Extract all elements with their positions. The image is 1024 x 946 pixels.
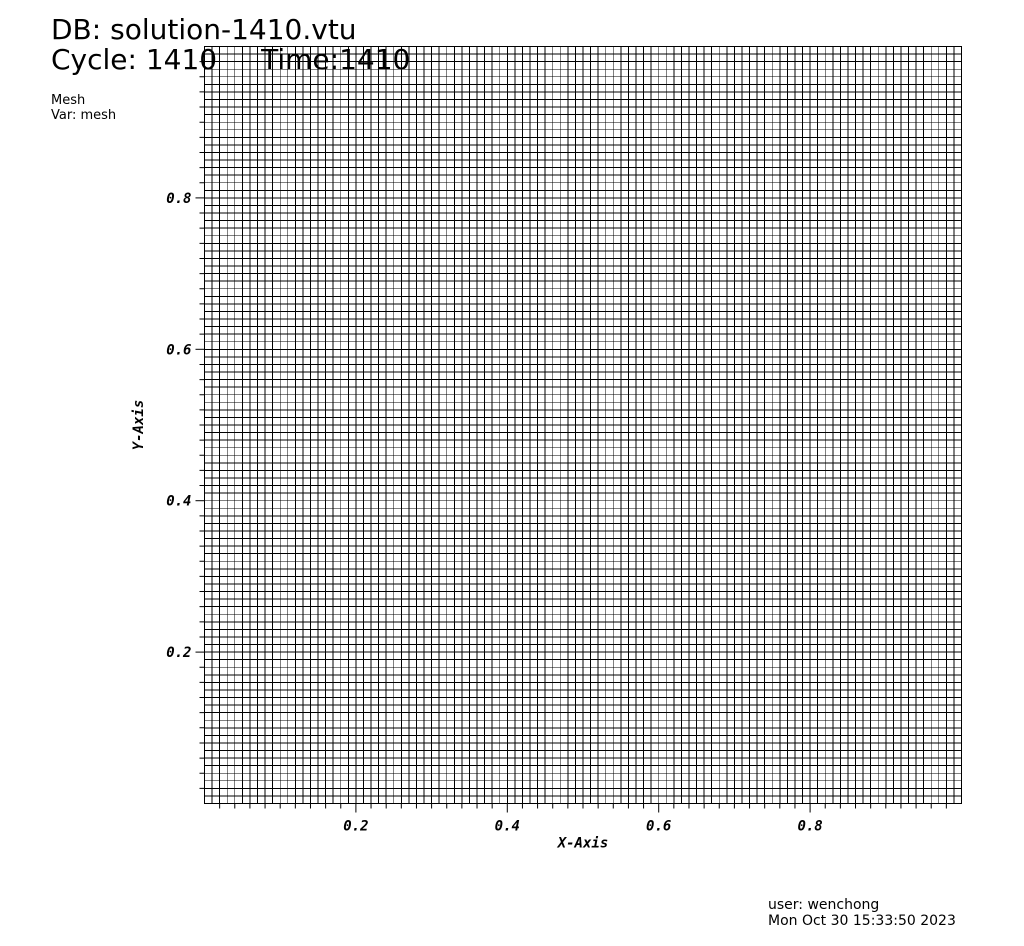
mesh-grid — [204, 46, 962, 804]
y-tick-label: 0.8 — [166, 191, 191, 207]
mesh-lines — [204, 46, 962, 804]
x-axis-label: X-Axis — [557, 836, 609, 852]
x-tick-label: 0.4 — [495, 819, 520, 835]
y-axis-label: Y-Axis — [131, 400, 147, 451]
x-tick-label: 0.6 — [646, 819, 671, 835]
variable-label: Var: mesh — [51, 108, 117, 123]
user-label: user: wenchong — [768, 897, 880, 913]
minor-ticks — [199, 61, 947, 809]
minor-tick-marks — [199, 61, 947, 809]
y-tick-label: 0.6 — [166, 342, 191, 358]
plot-type-label: Mesh — [51, 93, 86, 108]
timestamp-label: Mon Oct 30 15:33:50 2023 — [768, 913, 956, 929]
cycle-label: Cycle: 1410 — [51, 43, 218, 76]
plot-frame — [204, 46, 962, 804]
major-ticks — [195, 197, 811, 813]
x-tick-label: 0.2 — [343, 819, 368, 835]
y-tick-label: 0.2 — [166, 645, 191, 661]
x-tick-label: 0.8 — [797, 819, 822, 835]
database-title: DB: solution-1410.vtu — [51, 13, 357, 46]
y-tick-label: 0.4 — [166, 494, 191, 510]
